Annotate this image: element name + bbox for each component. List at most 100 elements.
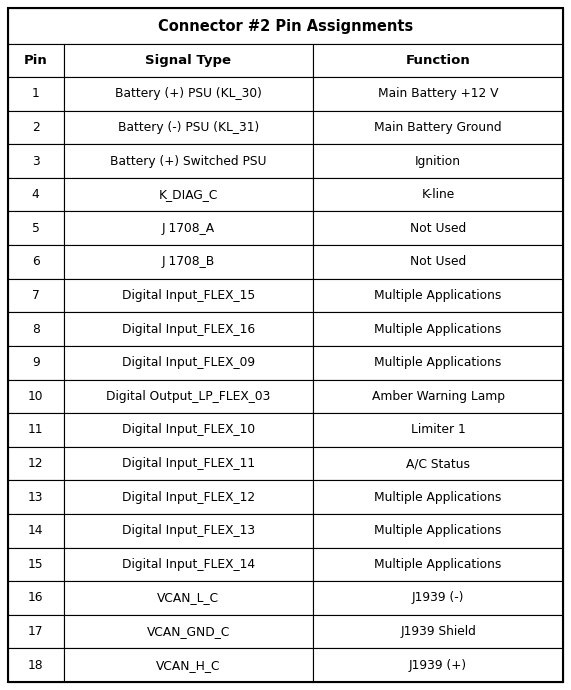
Bar	[313, 245, 563, 279]
Text: 7: 7	[32, 289, 39, 302]
Text: Multiple Applications: Multiple Applications	[375, 491, 502, 504]
Text: 11: 11	[28, 424, 43, 436]
Text: VCAN_GND_C: VCAN_GND_C	[147, 625, 230, 638]
Text: 6: 6	[32, 255, 39, 268]
Bar	[8, 77, 63, 110]
Bar	[313, 77, 563, 110]
Bar	[313, 110, 563, 144]
Bar	[8, 514, 63, 548]
Text: Multiple Applications: Multiple Applications	[375, 524, 502, 538]
Bar	[63, 279, 313, 313]
Bar	[63, 245, 313, 279]
Text: J 1708_A: J 1708_A	[162, 221, 215, 235]
Bar	[8, 313, 63, 346]
Bar	[8, 615, 63, 649]
Bar	[63, 380, 313, 413]
Bar	[313, 178, 563, 211]
Bar	[8, 44, 63, 77]
Bar	[8, 346, 63, 380]
Text: J1939 (+): J1939 (+)	[409, 659, 467, 671]
Bar	[8, 413, 63, 446]
Bar	[8, 110, 63, 144]
Bar	[313, 480, 563, 514]
Text: K-line: K-line	[421, 188, 455, 201]
Bar	[63, 313, 313, 346]
Text: 8: 8	[32, 323, 40, 335]
Text: Digital Output_LP_FLEX_03: Digital Output_LP_FLEX_03	[106, 390, 271, 403]
Bar	[63, 346, 313, 380]
Bar	[8, 245, 63, 279]
Bar	[63, 649, 313, 682]
Bar	[63, 514, 313, 548]
Text: Digital Input_FLEX_10: Digital Input_FLEX_10	[122, 424, 255, 436]
Bar	[8, 548, 63, 581]
Bar	[63, 110, 313, 144]
Text: Connector #2 Pin Assignments: Connector #2 Pin Assignments	[158, 19, 413, 34]
Text: 9: 9	[32, 356, 39, 369]
Text: 16: 16	[28, 591, 43, 604]
Text: VCAN_L_C: VCAN_L_C	[158, 591, 219, 604]
Text: Digital Input_FLEX_14: Digital Input_FLEX_14	[122, 558, 255, 571]
Bar	[8, 380, 63, 413]
Bar	[8, 480, 63, 514]
Bar	[63, 44, 313, 77]
Bar	[8, 8, 563, 44]
Text: 18: 18	[28, 659, 43, 671]
Text: Digital Input_FLEX_12: Digital Input_FLEX_12	[122, 491, 255, 504]
Text: Digital Input_FLEX_16: Digital Input_FLEX_16	[122, 323, 255, 335]
Bar	[313, 413, 563, 446]
Text: J 1708_B: J 1708_B	[162, 255, 215, 268]
Text: A/C Status: A/C Status	[406, 457, 470, 470]
Text: 13: 13	[28, 491, 43, 504]
Bar	[8, 178, 63, 211]
Bar	[8, 211, 63, 245]
Text: 5: 5	[32, 221, 40, 235]
Bar	[313, 380, 563, 413]
Text: Battery (+) Switched PSU: Battery (+) Switched PSU	[110, 155, 267, 168]
Text: 10: 10	[28, 390, 43, 403]
Bar	[63, 615, 313, 649]
Text: Function: Function	[406, 54, 471, 67]
Text: Amber Warning Lamp: Amber Warning Lamp	[372, 390, 505, 403]
Text: J1939 Shield: J1939 Shield	[400, 625, 476, 638]
Text: Digital Input_FLEX_11: Digital Input_FLEX_11	[122, 457, 255, 470]
Bar	[63, 548, 313, 581]
Text: Limiter 1: Limiter 1	[411, 424, 465, 436]
Bar	[313, 44, 563, 77]
Text: 2: 2	[32, 121, 39, 134]
Bar	[313, 144, 563, 178]
Bar	[313, 313, 563, 346]
Text: 17: 17	[28, 625, 43, 638]
Bar	[313, 211, 563, 245]
Text: Battery (-) PSU (KL_31): Battery (-) PSU (KL_31)	[118, 121, 259, 134]
Bar	[63, 211, 313, 245]
Text: Main Battery Ground: Main Battery Ground	[375, 121, 502, 134]
Bar	[63, 77, 313, 110]
Text: Multiple Applications: Multiple Applications	[375, 558, 502, 571]
Text: Digital Input_FLEX_15: Digital Input_FLEX_15	[122, 289, 255, 302]
Text: Multiple Applications: Multiple Applications	[375, 323, 502, 335]
Bar	[63, 480, 313, 514]
Text: 4: 4	[32, 188, 39, 201]
Bar	[8, 446, 63, 480]
Text: Pin: Pin	[24, 54, 47, 67]
Bar	[8, 279, 63, 313]
Bar	[313, 446, 563, 480]
Bar	[63, 144, 313, 178]
Text: 14: 14	[28, 524, 43, 538]
Bar	[63, 178, 313, 211]
Bar	[63, 413, 313, 446]
Text: Ignition: Ignition	[415, 155, 461, 168]
Text: K_DIAG_C: K_DIAG_C	[159, 188, 218, 201]
Text: Multiple Applications: Multiple Applications	[375, 289, 502, 302]
Bar	[313, 581, 563, 615]
Text: Not Used: Not Used	[410, 221, 467, 235]
Bar	[313, 514, 563, 548]
Bar	[8, 581, 63, 615]
Text: Battery (+) PSU (KL_30): Battery (+) PSU (KL_30)	[115, 88, 262, 100]
Text: Not Used: Not Used	[410, 255, 467, 268]
Text: Digital Input_FLEX_13: Digital Input_FLEX_13	[122, 524, 255, 538]
Text: Digital Input_FLEX_09: Digital Input_FLEX_09	[122, 356, 255, 369]
Bar	[63, 581, 313, 615]
Text: J1939 (-): J1939 (-)	[412, 591, 464, 604]
